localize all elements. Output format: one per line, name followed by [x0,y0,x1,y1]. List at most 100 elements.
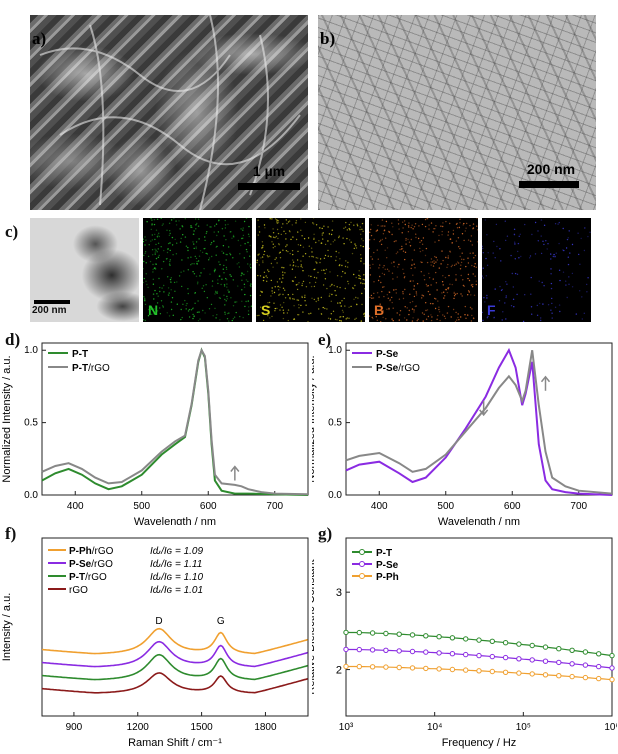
intensity-ratio: Iԃ/Iɢ = 1.11 [150,559,202,570]
plot-frame [41,537,309,717]
panel-letter: b) [320,29,336,48]
data-point [449,651,456,657]
eds-element-label: N [148,302,159,318]
x-tick-label: 1200 [127,722,150,733]
eds-element-label: S [261,302,271,318]
series-line-rgo [41,672,308,694]
data-point [609,652,615,659]
trend-arrow-head [540,375,551,383]
data-point [582,674,589,681]
y-axis-label: Normalized Intensity / a.u. [312,355,317,482]
data-point [423,665,429,672]
eds-element-label: F [487,302,496,318]
data-point [502,640,509,646]
trend-arrow-head [479,409,489,417]
data-point [596,663,602,670]
data-point [436,666,442,672]
data-point [542,644,549,650]
legend-marker [359,549,365,555]
data-point [463,651,469,658]
legend-label: rGO [69,585,88,596]
data-point [369,647,376,653]
legend-label: P-T [376,548,392,559]
data-point [343,629,349,636]
intensity-ratio: Iԃ/Iɢ = 1.10 [150,572,203,583]
sem-image: a) 1 µm [30,15,308,210]
data-point [502,654,509,661]
scale-label: 1 µm [252,163,286,179]
panel-letter: d) [5,330,21,349]
data-point [516,641,522,647]
x-tick-label: 10⁶ [604,722,617,733]
data-point [409,665,416,671]
data-point [529,671,535,677]
data-point [516,670,522,676]
tem-image: b) 200 nm [318,15,596,210]
data-point [383,664,389,670]
scale-label: 200 nm [32,305,67,316]
data-point [609,676,615,683]
data-point [449,666,456,673]
x-tick-label: 10³ [339,722,354,733]
legend-label: P-Ph [376,572,399,583]
plot-frame [41,342,309,496]
data-point [569,673,575,680]
y-tick-label: 3 [336,587,342,599]
x-axis-label: Frequency / Hz [442,737,517,749]
intensity-ratio: Iԃ/Iɢ = 1.01 [150,585,203,596]
chart-absorption-pse: 400 500 600 700 0.0 0.5 1.0 P-Se P-Se/rGO Normali… [312,342,613,525]
chart-raman: 900 1200 1500 1800 P-Ph/rGO Iԃ/Iɢ = 1.09 P-Se/… [1,537,309,749]
y-tick-label: 0.0 [24,490,38,501]
eds-map-b: B [369,218,478,322]
scale-label: 200 nm [526,161,576,177]
x-axis-label: Wavelength / nm [134,516,216,525]
plot-frame [345,342,613,496]
data-point [463,636,469,642]
series-line-p-ph-rgo [41,627,308,655]
x-tick-label: 10⁴ [427,722,442,733]
scale-bar [238,183,300,190]
data-point [489,638,496,645]
legend-label: P-T/rGO [69,572,107,583]
chart-dielectric: 10³ 10⁴ 10⁵ 10⁶ 2 3 P-TP-SeP-Ph Relative Dielec… [312,537,617,749]
panel-letter: e) [318,330,332,349]
scale-bar [519,181,579,188]
data-point [476,637,482,643]
x-tick-label: 400 [371,501,388,512]
x-tick-label: 400 [67,501,84,512]
data-point [343,646,349,653]
data-point [356,629,362,636]
x-tick-label: 900 [66,722,83,733]
data-point [489,668,496,675]
legend-label: P-Se [376,560,399,571]
trend-arrow-head [230,465,240,472]
peak-label: G [217,616,225,627]
data-point [396,664,402,671]
peak-label: D [155,616,162,627]
y-tick-label: 2 [336,665,342,677]
data-point [476,668,482,674]
data-point [369,664,376,670]
data-point [369,630,376,636]
y-tick-label: 1.0 [24,345,38,356]
data-point [596,675,602,682]
data-point [569,647,575,654]
x-tick-label: 500 [437,501,454,512]
data-point [383,647,389,654]
x-tick-label: 600 [200,501,217,512]
panel-letter: a) [32,29,47,48]
data-point [396,648,402,654]
data-point [556,673,562,679]
data-point [423,649,429,655]
panel-letter: g) [318,524,333,543]
data-point [489,653,496,660]
data-point [556,646,562,652]
data-point [529,642,535,649]
data-point [569,661,575,667]
legend-label: P-T [72,349,88,360]
data-point [596,651,602,657]
data-point [423,633,429,639]
data-point [582,662,589,668]
panel-letter: f) [5,524,17,543]
legend-marker [359,573,365,579]
